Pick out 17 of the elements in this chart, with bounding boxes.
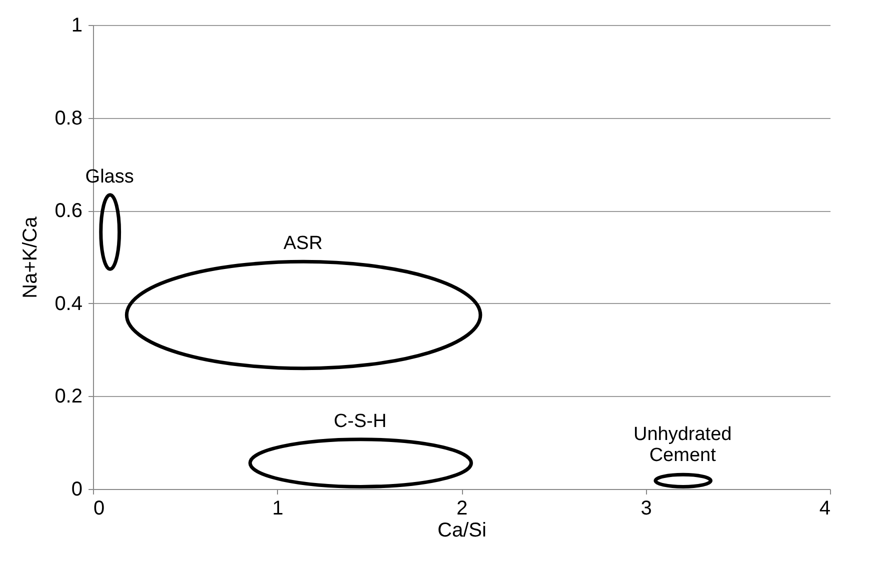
y-tick-label: 0.8 [54, 107, 82, 130]
x-tick-label: 3 [640, 498, 652, 520]
y-tick-label: 0.4 [54, 292, 82, 315]
y-tick-label: 0.6 [54, 200, 82, 222]
y-axis-title: Na+K/Ca [20, 216, 42, 298]
annotation: C-S-H [334, 410, 387, 432]
y-tick-label: 1 [71, 14, 82, 36]
y-tick-label: 0.2 [54, 386, 82, 408]
y-tick-label: 0 [71, 478, 82, 500]
annotation: ASR [284, 233, 323, 254]
x-tick-label: 2 [456, 498, 468, 520]
annotation: Unhydrated Cement [633, 424, 732, 466]
annotation: Glass [85, 166, 134, 188]
x-tick-label: 1 [272, 498, 284, 520]
x-tick-label: 4 [819, 498, 830, 520]
x-tick-label: 0 [94, 498, 105, 520]
x-axis-title: Ca/Si [438, 520, 486, 542]
